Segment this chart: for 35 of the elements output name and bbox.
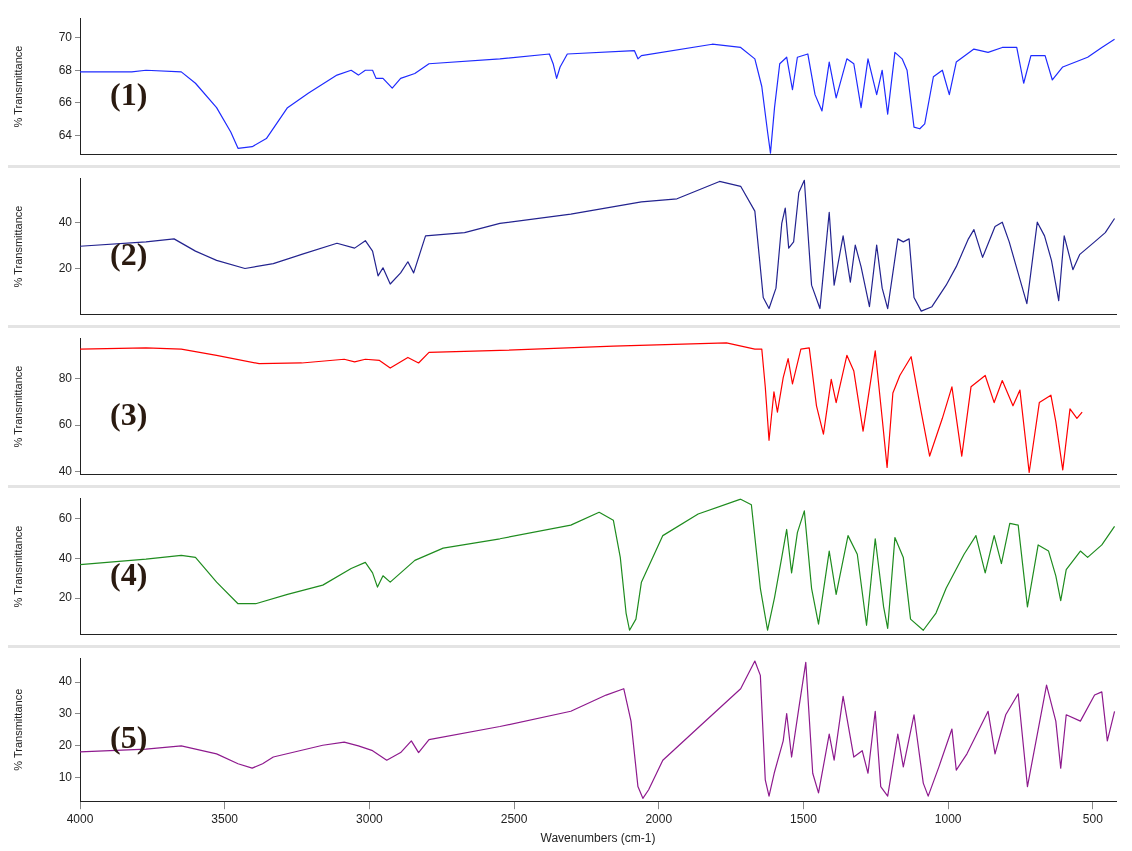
y-tick-label: 68 [58, 62, 73, 77]
annotation: (3) [110, 395, 148, 432]
x-axis-title: Wavenumbers (cm-1) [540, 831, 656, 846]
y-tick-label: 40 [58, 550, 73, 565]
y-axis-title: % Transmittance [11, 205, 24, 288]
y-tick-label: 70 [58, 30, 73, 45]
annotation: (1) [110, 75, 148, 112]
y-tick-label: 64 [58, 127, 73, 142]
y-axis-title: % Transmittance [11, 688, 24, 771]
y-tick-label: 80 [58, 371, 73, 386]
y-tick-label: 20 [58, 590, 73, 605]
y-tick-label: 20 [58, 260, 73, 275]
x-tick-label: 3500 [211, 811, 239, 826]
annotation: (4) [110, 555, 148, 592]
annotation: (5) [110, 718, 148, 755]
y-tick-label: 40 [58, 674, 73, 689]
x-tick-label: 1500 [790, 811, 818, 826]
x-tick-label: 2000 [645, 811, 673, 826]
y-tick-label: 40 [58, 463, 73, 478]
annotation: (2) [110, 235, 148, 272]
y-axis-title: % Transmittance [11, 365, 24, 448]
y-tick-label: 60 [58, 417, 73, 432]
y-tick-label: 10 [58, 769, 73, 784]
y-tick-label: 66 [58, 95, 73, 110]
x-tick-label: 3000 [356, 811, 384, 826]
y-tick-label: 20 [58, 737, 73, 752]
x-tick-label: 4000 [66, 811, 94, 826]
y-tick-label: 30 [58, 706, 73, 721]
y-axis-title: % Transmittance [11, 45, 24, 128]
y-axis-title: % Transmittance [11, 525, 24, 608]
y-tick-label: 60 [58, 511, 73, 526]
y-tick-label: 40 [58, 214, 73, 229]
x-tick-label: 1000 [934, 811, 962, 826]
x-tick-label: 500 [1082, 811, 1104, 826]
x-tick-label: 2500 [500, 811, 528, 826]
